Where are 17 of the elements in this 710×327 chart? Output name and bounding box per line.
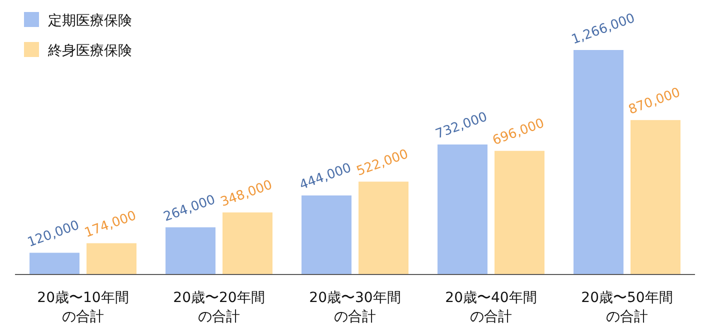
x-tick-label: 20歳〜30年間の合計 [309,290,401,325]
bar [358,182,408,274]
bar [86,243,136,274]
x-tick-label: 20歳〜50年間の合計 [581,290,673,325]
legend-label: 終身医療保険 [47,43,132,59]
bar [166,227,216,274]
bar [302,195,352,274]
x-tick-label: 20歳〜20年間の合計 [173,290,265,325]
bar [494,150,544,274]
x-tick-label: 20歳〜40年間の合計 [445,290,537,325]
legend-label: 定期医療保険 [48,13,132,29]
bar [438,144,488,274]
bar [30,252,80,274]
x-tick-label: 20歳〜10年間の合計 [37,290,129,325]
bar [222,212,272,274]
bar [574,50,624,274]
bar [630,120,680,274]
